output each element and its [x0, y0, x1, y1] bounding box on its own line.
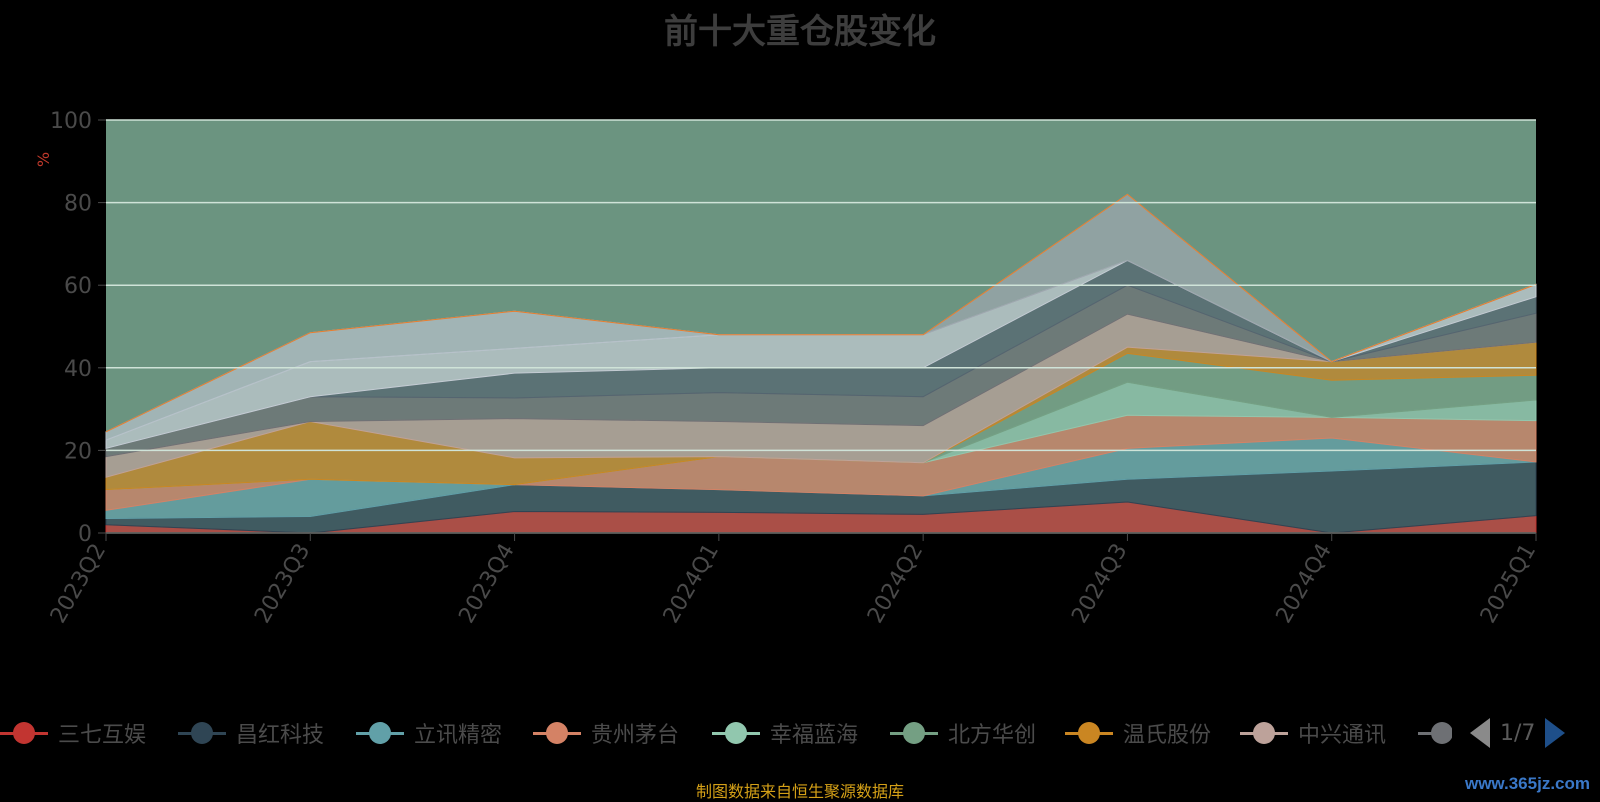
- legend-marker-icon: [1253, 721, 1275, 744]
- legend-prev-page-icon[interactable]: [1470, 718, 1490, 748]
- x-tick-label: 2023Q3: [250, 540, 315, 628]
- y-tick-label: 40: [64, 357, 92, 382]
- legend-pager: 1/7: [1470, 713, 1566, 753]
- y-tick-label: 80: [64, 192, 92, 217]
- legend-label: 北方华创: [948, 723, 1037, 748]
- legend-marker-icon: [13, 721, 35, 744]
- legend-line: [0, 721, 48, 744]
- legend-item[interactable]: 贵州茅台: [533, 713, 679, 753]
- y-axis-ticks: 0 20 40 60 80 100: [50, 109, 1536, 547]
- legend-item[interactable]: 立讯精密: [356, 713, 502, 753]
- legend-marker-icon: [903, 721, 925, 744]
- x-tick-label: 2024Q2: [863, 540, 928, 628]
- legend-marker-icon: [191, 721, 213, 744]
- legend-line: [890, 721, 938, 744]
- legend-line: [1065, 721, 1113, 744]
- legend-item[interactable]: 中兴通讯: [1240, 713, 1386, 753]
- y-tick-label: 100: [50, 109, 92, 134]
- legend-marker-icon: [1078, 721, 1100, 744]
- legend-clip: [1452, 713, 1474, 753]
- x-tick-label: 2024Q1: [659, 540, 724, 628]
- legend-marker-icon: [369, 721, 391, 744]
- x-tick-label: 2024Q3: [1067, 540, 1132, 628]
- series-areas: [105, 193, 1537, 534]
- legend-line: [1240, 721, 1288, 744]
- legend-page-indicator: 1/7: [1500, 720, 1536, 746]
- x-tick-label: 2024Q4: [1272, 540, 1337, 628]
- legend-line: [712, 721, 760, 744]
- legend-label: 昌红科技: [236, 723, 325, 748]
- legend-line: [1418, 721, 1466, 744]
- y-tick-label: 20: [64, 439, 92, 464]
- legend-item[interactable]: 三七互娱: [0, 713, 146, 753]
- area-series-13: [105, 193, 1537, 433]
- legend-label: 温氏股份: [1123, 723, 1212, 748]
- chart-title: 前十大重仓股变化: [664, 12, 936, 52]
- source-note: 制图数据来自恒生聚源数据库: [695, 782, 904, 801]
- legend-item[interactable]: 温氏股份: [1065, 713, 1211, 753]
- legend-marker-icon: [546, 721, 568, 744]
- legend-item[interactable]: 北方华创: [890, 713, 1036, 753]
- x-tick-label: 2023Q4: [454, 540, 519, 628]
- legend-marker-icon: [725, 721, 747, 744]
- y-axis-unit: %: [34, 151, 54, 168]
- legend-item[interactable]: 幸福蓝海: [712, 713, 858, 753]
- legend-next-page-icon[interactable]: [1545, 718, 1566, 748]
- y-tick-label: 0: [78, 522, 92, 547]
- legend-item[interactable]: 昌红科技: [178, 713, 324, 753]
- legend-line: [178, 721, 226, 744]
- x-axis-ticks: 2023Q2 2023Q3 2023Q4 2024Q1 2024Q2 2024Q3 2024…: [46, 533, 1541, 628]
- legend-line: [533, 721, 581, 744]
- legend-label: 中兴通讯: [1298, 723, 1387, 748]
- legend: 三七互娱 昌红科技 立讯精密 贵州茅台 幸福蓝海 北方华创 温氏股份 中兴通讯 1/7: [0, 713, 1600, 753]
- legend-marker-icon: [1431, 721, 1453, 744]
- legend-label: 贵州茅台: [591, 723, 680, 748]
- legend-label: 三七互娱: [58, 723, 147, 748]
- y-tick-label: 60: [64, 274, 92, 299]
- watermark: www.365jz.com: [1464, 774, 1590, 793]
- legend-line: [356, 721, 404, 744]
- legend-label: 幸福蓝海: [770, 723, 859, 748]
- legend-label: 立讯精密: [414, 723, 503, 748]
- legend-item[interactable]: [1418, 713, 1466, 753]
- x-tick-label: 2023Q2: [46, 540, 111, 628]
- x-tick-label: 2025Q1: [1476, 540, 1541, 628]
